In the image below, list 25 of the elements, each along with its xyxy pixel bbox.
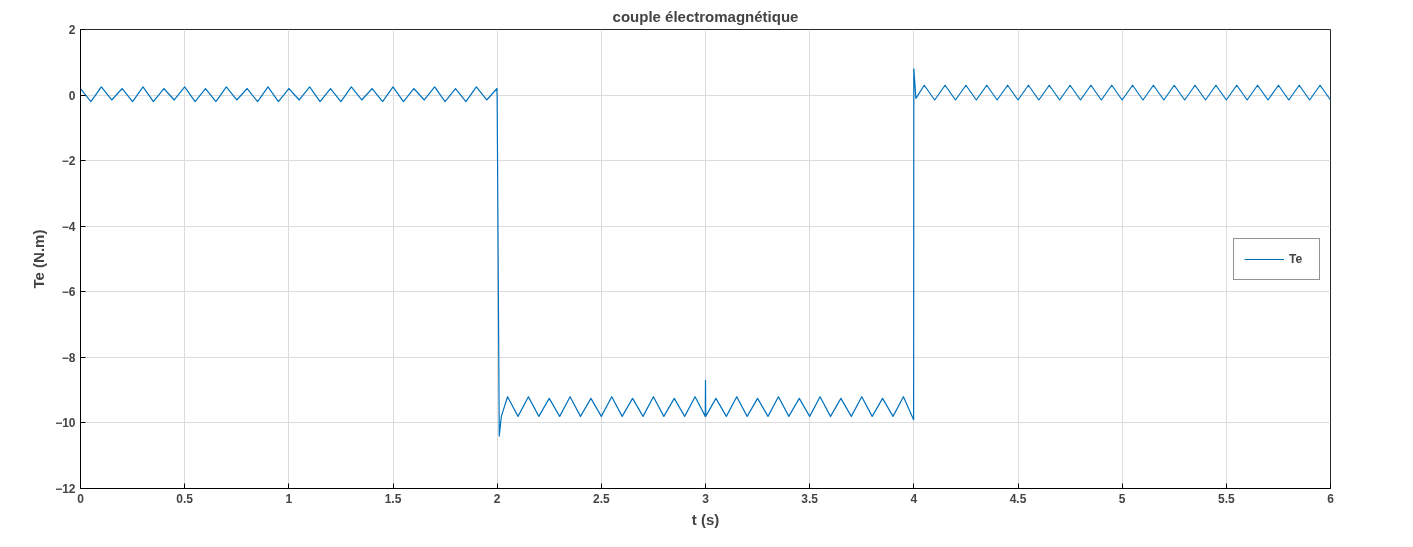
y-tick-label: −10 [55, 416, 76, 431]
x-tick-label: 5 [1118, 491, 1126, 506]
x-tick-label: 2.5 [592, 491, 610, 506]
legend-label: Te [1289, 251, 1304, 266]
x-tick-label: 4 [910, 491, 918, 506]
y-tick-label: −6 [61, 285, 76, 300]
x-tick-label: 1 [285, 491, 293, 506]
x-tick-label: 1.5 [384, 491, 402, 506]
y-tick-label: −2 [61, 154, 76, 169]
x-tick-label: 3.5 [801, 491, 819, 506]
y-axis-title: Te (N.m) [30, 229, 48, 289]
line-series [80, 68, 1331, 437]
x-tick-label: 2 [493, 491, 501, 506]
chart-title: couple électromagnétique [612, 7, 799, 25]
x-axis-title: t (s) [691, 510, 720, 528]
x-tick-label: 6 [1327, 491, 1335, 506]
x-tick-label: 3 [702, 491, 710, 506]
y-tick-label: −4 [61, 219, 76, 234]
y-tick-label: −12 [55, 482, 76, 496]
x-tick-label: 0.5 [176, 491, 194, 506]
x-tick-label: 4.5 [1009, 491, 1027, 506]
y-tick-label: 2 [68, 23, 76, 37]
y-tick-label: 0 [68, 88, 76, 103]
y-tick-label: −8 [61, 350, 76, 365]
x-tick-label: 5.5 [1217, 491, 1235, 506]
